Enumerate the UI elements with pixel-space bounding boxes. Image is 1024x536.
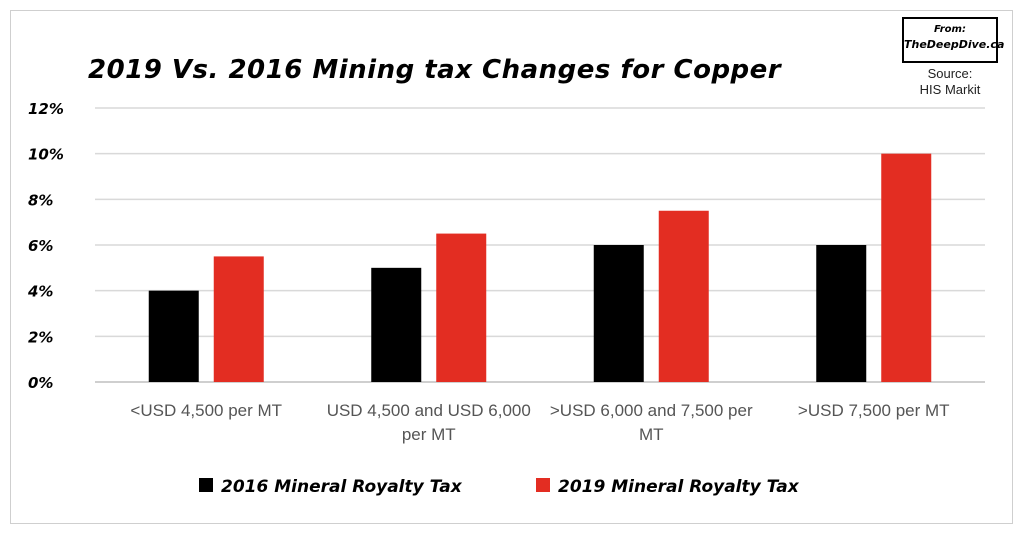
x-category-label: <USD 4,500 per MT — [130, 401, 282, 420]
source-note: Source: HIS Markit — [902, 66, 998, 98]
bar — [816, 245, 867, 382]
badge-from: From: — [934, 24, 966, 35]
bar — [658, 210, 709, 382]
y-tick-label: 10% — [28, 146, 64, 164]
x-category-label: >USD 6,000 and 7,500 per — [550, 401, 753, 420]
chart-title: 2019 Vs. 2016 Mining tax Changes for Cop… — [88, 55, 783, 85]
x-category-label: >USD 7,500 per MT — [798, 401, 950, 420]
bar — [213, 256, 264, 382]
y-axis-ticks: 0% 2% 4% 6% 8% 10% 12% — [27, 100, 64, 392]
legend-label: 2019 Mineral Royalty Tax — [558, 477, 800, 497]
bar — [148, 290, 199, 382]
legend-swatch — [536, 478, 550, 492]
y-tick-label: 0% — [28, 374, 53, 392]
x-category-label: per MT — [402, 425, 456, 444]
bar — [593, 245, 644, 382]
y-tick-label: 6% — [28, 237, 53, 255]
bar — [436, 233, 487, 382]
bar — [371, 267, 422, 382]
y-tick-label: 8% — [28, 191, 53, 209]
source-name: HIS Markit — [919, 82, 981, 97]
badge-site: TheDeepDive.ca — [904, 38, 1005, 51]
y-tick-label: 2% — [28, 328, 53, 346]
y-tick-label: 12% — [28, 100, 64, 118]
legend-swatch — [199, 478, 213, 492]
x-category-label: MT — [639, 425, 664, 444]
legend: 2016 Mineral Royalty Tax 2019 Mineral Roy… — [199, 477, 800, 497]
source-badge: From: TheDeepDive.ca — [902, 17, 1005, 63]
bars — [148, 153, 932, 382]
y-tick-label: 4% — [27, 283, 53, 301]
bar — [881, 153, 932, 382]
x-category-label: USD 4,500 and USD 6,000 — [327, 401, 531, 420]
x-axis-categories: <USD 4,500 per MT USD 4,500 and USD 6,000… — [130, 401, 949, 444]
source-label: Source: — [927, 66, 973, 81]
legend-label: 2016 Mineral Royalty Tax — [221, 477, 463, 497]
